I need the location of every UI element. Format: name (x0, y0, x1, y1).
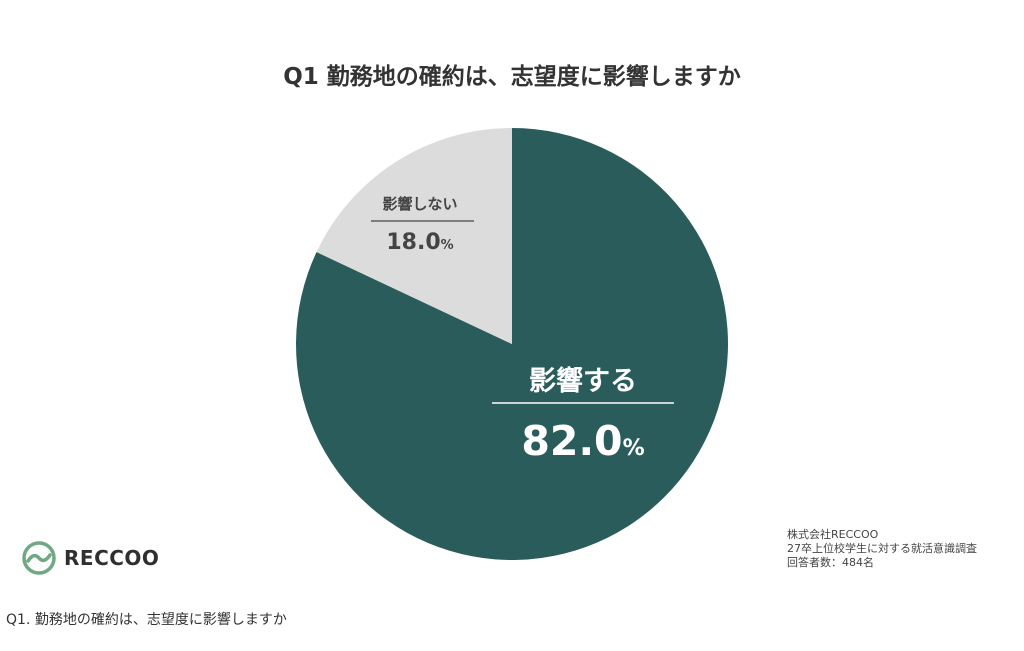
pie-slices (296, 128, 729, 560)
reccoo-logo-icon (22, 541, 56, 575)
chart-title: Q1 勤務地の確約は、志望度に影響しますか (283, 63, 741, 90)
source-note: 株式会社RECCOO 27卒上位校学生に対する就活意識調査 回答者数：484名 (787, 528, 977, 570)
slice-label-2: 影響しない (382, 195, 457, 213)
source-respondents: 回答者数：484名 (787, 556, 874, 569)
slice-value-2: 18.0% (386, 230, 453, 255)
pie-labels: 影響する 82.0% 影響しない 18.0% (371, 195, 674, 465)
figure-caption: Q1. 勤務地の確約は、志望度に影響しますか (6, 612, 287, 628)
slice-label-1: 影響する (529, 365, 637, 397)
source-company: 株式会社RECCOO (787, 528, 879, 541)
logo-name: RECCOO (64, 546, 160, 570)
pie-chart: Q1 勤務地の確約は、志望度に影響しますか 影響する 82.0% 影響しない 18.0… (283, 63, 741, 560)
pie-slice-1 (296, 128, 729, 560)
slice-value-1: 82.0% (521, 417, 644, 465)
pie-slice-2 (316, 128, 512, 344)
reccoo-logo: RECCOO (22, 541, 159, 575)
source-survey: 27卒上位校学生に対する就活意識調査 (787, 542, 977, 555)
